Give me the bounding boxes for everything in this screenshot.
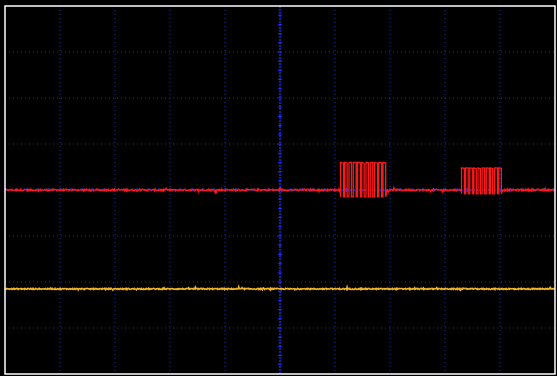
trace-yellow bbox=[4, 283, 556, 292]
screen-frame bbox=[4, 5, 556, 375]
trace-red bbox=[4, 161, 556, 198]
traces bbox=[4, 161, 556, 292]
